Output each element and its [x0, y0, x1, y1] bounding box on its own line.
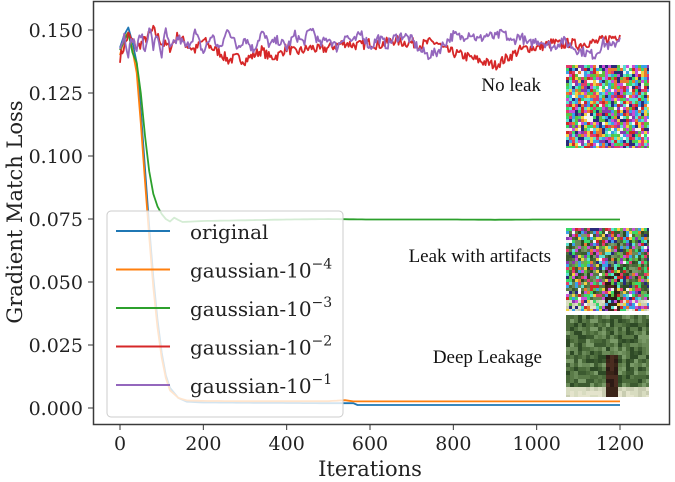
y-axis-label: Gradient Match Loss: [3, 100, 27, 323]
x-axis-label: Iterations: [318, 457, 422, 481]
y-tick-label: 0.000: [29, 398, 83, 420]
svg-text:gaussian-10−4: gaussian-10−4: [190, 257, 332, 283]
series-line: [119, 27, 621, 61]
legend: original gaussian-10−4 gaussian-10−3 gaussi…: [106, 210, 344, 418]
x-tick-label: 600: [352, 433, 388, 455]
x-tick-label: 1000: [512, 433, 560, 455]
svg-text:gaussian-10−2: gaussian-10−2: [190, 334, 332, 360]
annotation-deep-leakage: Deep Leakage: [433, 347, 542, 368]
x-tick-label: 200: [185, 433, 221, 455]
svg-text:gaussian-10−1: gaussian-10−1: [190, 372, 332, 398]
x-tick-label: 0: [114, 433, 126, 455]
x-tick-label: 1200: [596, 433, 644, 455]
legend-item: gaussian-10−3: [116, 295, 332, 321]
legend-box: [106, 210, 344, 418]
deep-leakage-thumbnail: [566, 315, 649, 397]
artifacts-thumbnail: [566, 228, 649, 311]
x-axis: 0 200 400 600 800 1000 1200: [114, 425, 644, 455]
thumbnails: [566, 65, 649, 397]
no-leak-thumbnail: [566, 65, 649, 148]
svg-text:gaussian-10−3: gaussian-10−3: [190, 295, 332, 321]
y-tick-label: 0.075: [29, 209, 83, 231]
y-tick-label: 0.025: [29, 335, 83, 357]
y-tick-label: 0.100: [29, 146, 83, 168]
legend-item: original: [116, 220, 268, 244]
annotation-no-leak: No leak: [481, 75, 541, 96]
y-tick-label: 0.125: [29, 83, 83, 105]
y-axis: 0.000 0.025 0.050 0.075 0.100 0.125 0.150: [29, 20, 93, 420]
svg-text:original: original: [190, 220, 268, 244]
y-tick-label: 0.050: [29, 272, 83, 294]
y-tick-label: 0.150: [29, 20, 83, 42]
x-tick-label: 800: [435, 433, 471, 455]
x-tick-label: 400: [269, 433, 305, 455]
legend-item: gaussian-10−4: [116, 257, 332, 283]
legend-item: gaussian-10−1: [116, 372, 332, 398]
annotation-leak-with-artifacts: Leak with artifacts: [409, 246, 551, 267]
legend-item: gaussian-10−2: [116, 334, 332, 360]
